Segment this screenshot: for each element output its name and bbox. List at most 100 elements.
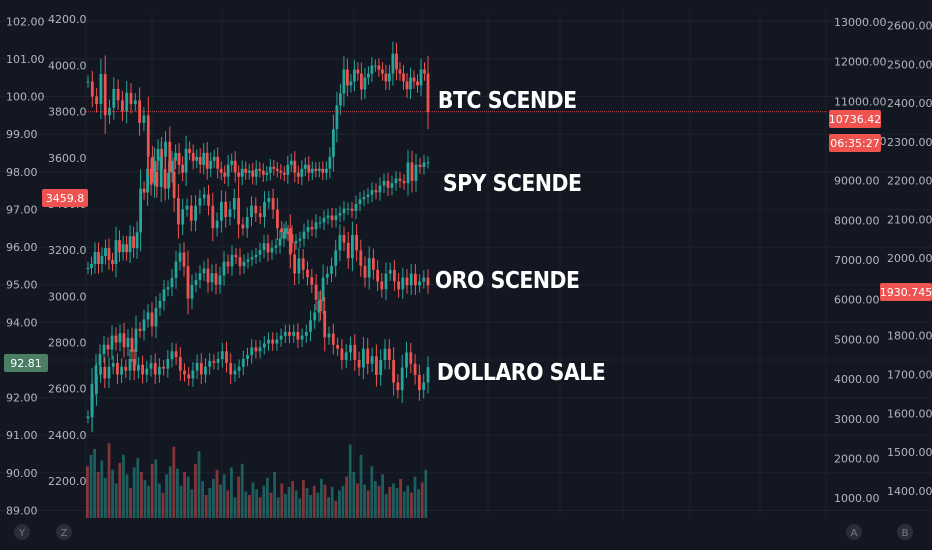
candle-body	[362, 348, 365, 368]
price-badge-3: 10736.42	[829, 110, 882, 128]
candle-body	[145, 368, 149, 375]
candle-body	[426, 162, 430, 164]
candle-body	[258, 347, 262, 352]
candle-body	[86, 81, 90, 83]
candle-body	[218, 275, 222, 285]
tick-label: 2600.000	[887, 20, 932, 33]
candle-body	[177, 198, 180, 225]
candle-body	[280, 228, 284, 233]
candle-body	[103, 74, 107, 116]
candle-body	[393, 269, 396, 282]
candle-body	[416, 81, 419, 86]
candle-body	[137, 364, 140, 371]
volume-bar	[136, 458, 140, 518]
volume-bar	[125, 474, 129, 518]
volume-bar	[150, 463, 154, 518]
candle-body	[418, 164, 422, 167]
price-badge-2: 92.81	[4, 354, 48, 372]
price-badge-label: 10736.42	[829, 113, 882, 126]
candle-body	[377, 65, 381, 70]
volume-bar	[352, 472, 356, 518]
candle-body	[394, 178, 398, 184]
candle-body	[372, 258, 375, 270]
candle-body	[335, 105, 339, 130]
candle-body	[149, 362, 153, 369]
volume-bar	[190, 489, 194, 518]
tick-label: 2300.000	[887, 136, 932, 149]
candle-body	[318, 222, 322, 224]
candle-body	[293, 254, 296, 274]
candle-body	[298, 238, 302, 241]
candle-body	[426, 277, 430, 286]
candle-body	[370, 190, 374, 195]
volume-bar	[334, 500, 338, 519]
grid-lines	[0, 10, 932, 518]
volume-bar	[255, 489, 258, 518]
price-badge-bg	[829, 110, 881, 128]
axis-z-toggle-icon[interactable]	[56, 524, 72, 540]
tick-label: 2800.0	[48, 337, 87, 350]
volume-bar	[291, 481, 294, 518]
volume-bar	[219, 484, 222, 518]
candle-body	[339, 93, 342, 106]
candle-body	[384, 73, 388, 82]
axis-dxy: 102.00 101.00 100.00 99.00 98.00 97.00 96.00 95…	[6, 15, 45, 517]
candle-body	[86, 268, 90, 269]
volume-bar	[309, 495, 312, 518]
candle-body	[423, 69, 426, 74]
tick-label: 99.00	[6, 128, 38, 141]
candle-body	[289, 160, 293, 165]
candle-body	[241, 359, 245, 367]
candle-body	[190, 284, 194, 299]
candle-body	[195, 362, 199, 371]
candle-body	[114, 240, 118, 264]
candle-body	[195, 156, 199, 161]
candle-body	[118, 333, 122, 343]
candle-body	[251, 170, 255, 177]
volume-bar	[143, 480, 147, 518]
volume-bar	[370, 466, 374, 518]
volume-bar	[413, 476, 417, 518]
volume-bar	[197, 451, 201, 518]
volume-bar	[316, 492, 320, 518]
candle-body	[419, 69, 423, 86]
candle-body	[167, 172, 170, 189]
candle-body	[321, 168, 325, 173]
volume-bar	[222, 474, 226, 518]
tick-label: 1000.00	[834, 492, 880, 505]
candle-body	[111, 362, 115, 367]
volume-bar	[244, 491, 248, 518]
axis-b-toggle-icon[interactable]	[897, 524, 913, 540]
candle-body	[325, 168, 328, 173]
series-oro	[86, 221, 430, 431]
candle-body	[174, 351, 178, 358]
candle-body	[317, 300, 321, 313]
tick-label: 92.00	[6, 392, 38, 405]
annotations: BTC SCENDE SPY SCENDE ORO SCENDE DOLLARO SA…	[435, 88, 606, 386]
candle-body	[376, 269, 379, 282]
candle-body	[228, 209, 232, 217]
volume-bar	[410, 492, 413, 518]
candle-body	[226, 164, 230, 177]
candle-body	[310, 227, 314, 230]
volume-bar	[176, 468, 179, 518]
candle-body	[267, 339, 270, 344]
candle-body	[238, 257, 242, 267]
tick-label: 3000.0	[48, 290, 87, 303]
candle-body	[224, 201, 228, 217]
candle-body	[229, 362, 233, 375]
candle-body	[357, 360, 361, 368]
volume-bar	[100, 460, 104, 518]
volume-bar	[384, 493, 388, 518]
candle-body	[338, 213, 342, 216]
candle-body	[154, 307, 158, 327]
candle-body	[332, 129, 335, 157]
candle-body	[222, 261, 226, 276]
candle-body	[153, 362, 157, 375]
axis-y-toggle-icon[interactable]	[14, 524, 30, 540]
candle-body	[290, 234, 294, 244]
candle-body	[254, 168, 258, 177]
candle-body	[237, 172, 241, 177]
axis-a-toggle-icon[interactable]	[846, 524, 862, 540]
candle-body	[103, 366, 107, 379]
